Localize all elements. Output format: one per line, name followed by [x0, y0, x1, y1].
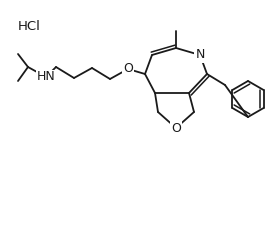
Text: O: O [123, 63, 133, 76]
Text: N: N [195, 49, 205, 62]
Text: O: O [171, 122, 181, 134]
Text: HN: HN [37, 71, 55, 84]
Text: HCl: HCl [18, 20, 41, 33]
